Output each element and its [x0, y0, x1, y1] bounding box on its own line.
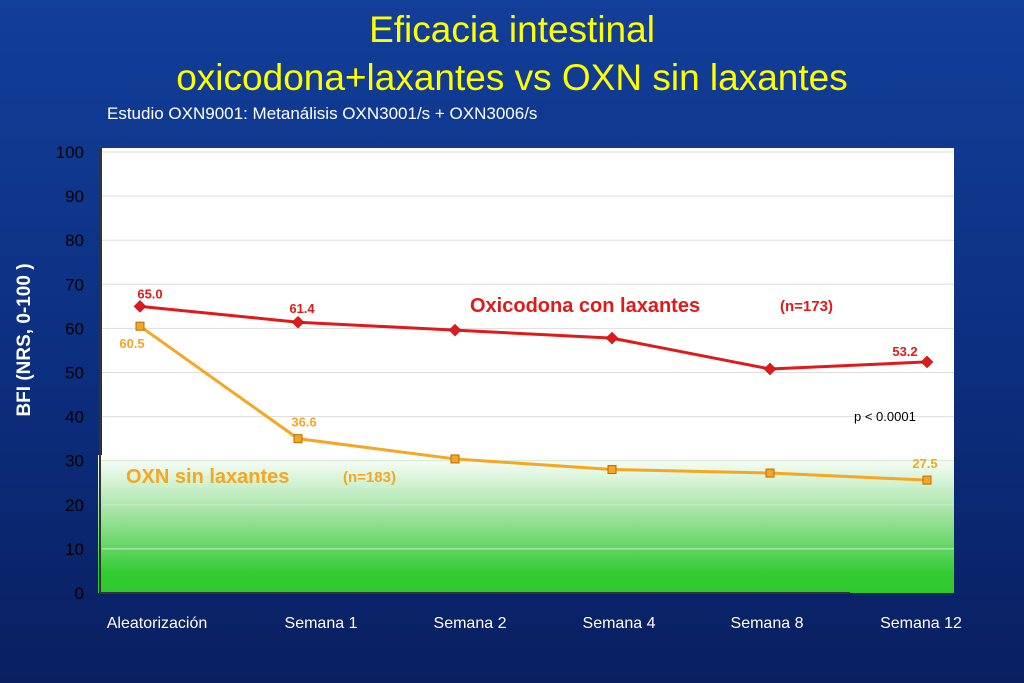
data-point-oxn: [293, 434, 303, 444]
y-tick-label: 10: [65, 540, 84, 559]
x-category-label: Semana 2: [434, 615, 507, 632]
data-point-oxn: [450, 454, 460, 464]
y-tick-label: 30: [65, 452, 84, 471]
data-label: 60.5: [119, 336, 144, 351]
chart-subtitle: Estudio OXN9001: Metanálisis OXN3001/s +…: [107, 104, 538, 123]
series-line-oxicodona: [139, 304, 928, 371]
y-tick-label: 0: [75, 584, 84, 603]
y-tick-label: 100: [56, 143, 84, 162]
y-tick-label: 60: [65, 319, 84, 338]
title-line-1: Eficacia intestinal: [369, 9, 655, 50]
data-point-oxn: [765, 468, 775, 478]
y-tick-label: 80: [65, 231, 84, 250]
series-n-oxicodona: (n=173): [780, 298, 833, 315]
data-point-oxn: [607, 465, 617, 475]
series-n-oxn: (n=183): [343, 469, 396, 486]
data-point-oxicodona: [763, 362, 777, 376]
data-point-oxicodona: [920, 355, 934, 369]
data-label: 65.0: [137, 286, 162, 301]
title-line-2: oxicodona+laxantes vs OXN sin laxantes: [176, 57, 848, 98]
series-label-oxn: OXN sin laxantes: [126, 466, 289, 488]
plot-area-upper: [102, 148, 954, 455]
data-point-oxicodona: [133, 299, 147, 313]
data-point-oxicodona: [291, 315, 305, 329]
data-label: 27.5: [912, 456, 937, 471]
x-category-label: Semana 12: [880, 615, 962, 632]
data-point-oxn: [135, 321, 145, 331]
x-category-label: Semana 4: [583, 615, 656, 632]
x-category-label: Semana 1: [285, 615, 358, 632]
series-line-oxn: [139, 324, 928, 482]
y-tick-label: 40: [65, 408, 84, 427]
data-label: 53.2: [892, 344, 917, 359]
series-label-oxicodona: Oxicodona con laxantes: [470, 295, 700, 317]
data-point-oxn: [922, 475, 932, 485]
y-tick-label: 20: [65, 496, 84, 515]
p-value-annotation: p < 0.0001: [854, 409, 916, 424]
plot-area-lower: [98, 455, 954, 593]
data-label: 61.4: [289, 301, 315, 316]
data-point-oxicodona: [448, 323, 462, 337]
y-tick-label: 70: [65, 275, 84, 294]
y-tick-label: 50: [65, 364, 84, 383]
data-point-oxicodona: [605, 331, 619, 345]
data-label: 36.6: [291, 415, 316, 430]
y-axis-label: BFI (NRS, 0-100 ): [14, 263, 35, 416]
x-category-label: Aleatorización: [107, 615, 208, 632]
y-tick-label: 90: [65, 187, 84, 206]
x-category-label: Semana 8: [731, 615, 804, 632]
